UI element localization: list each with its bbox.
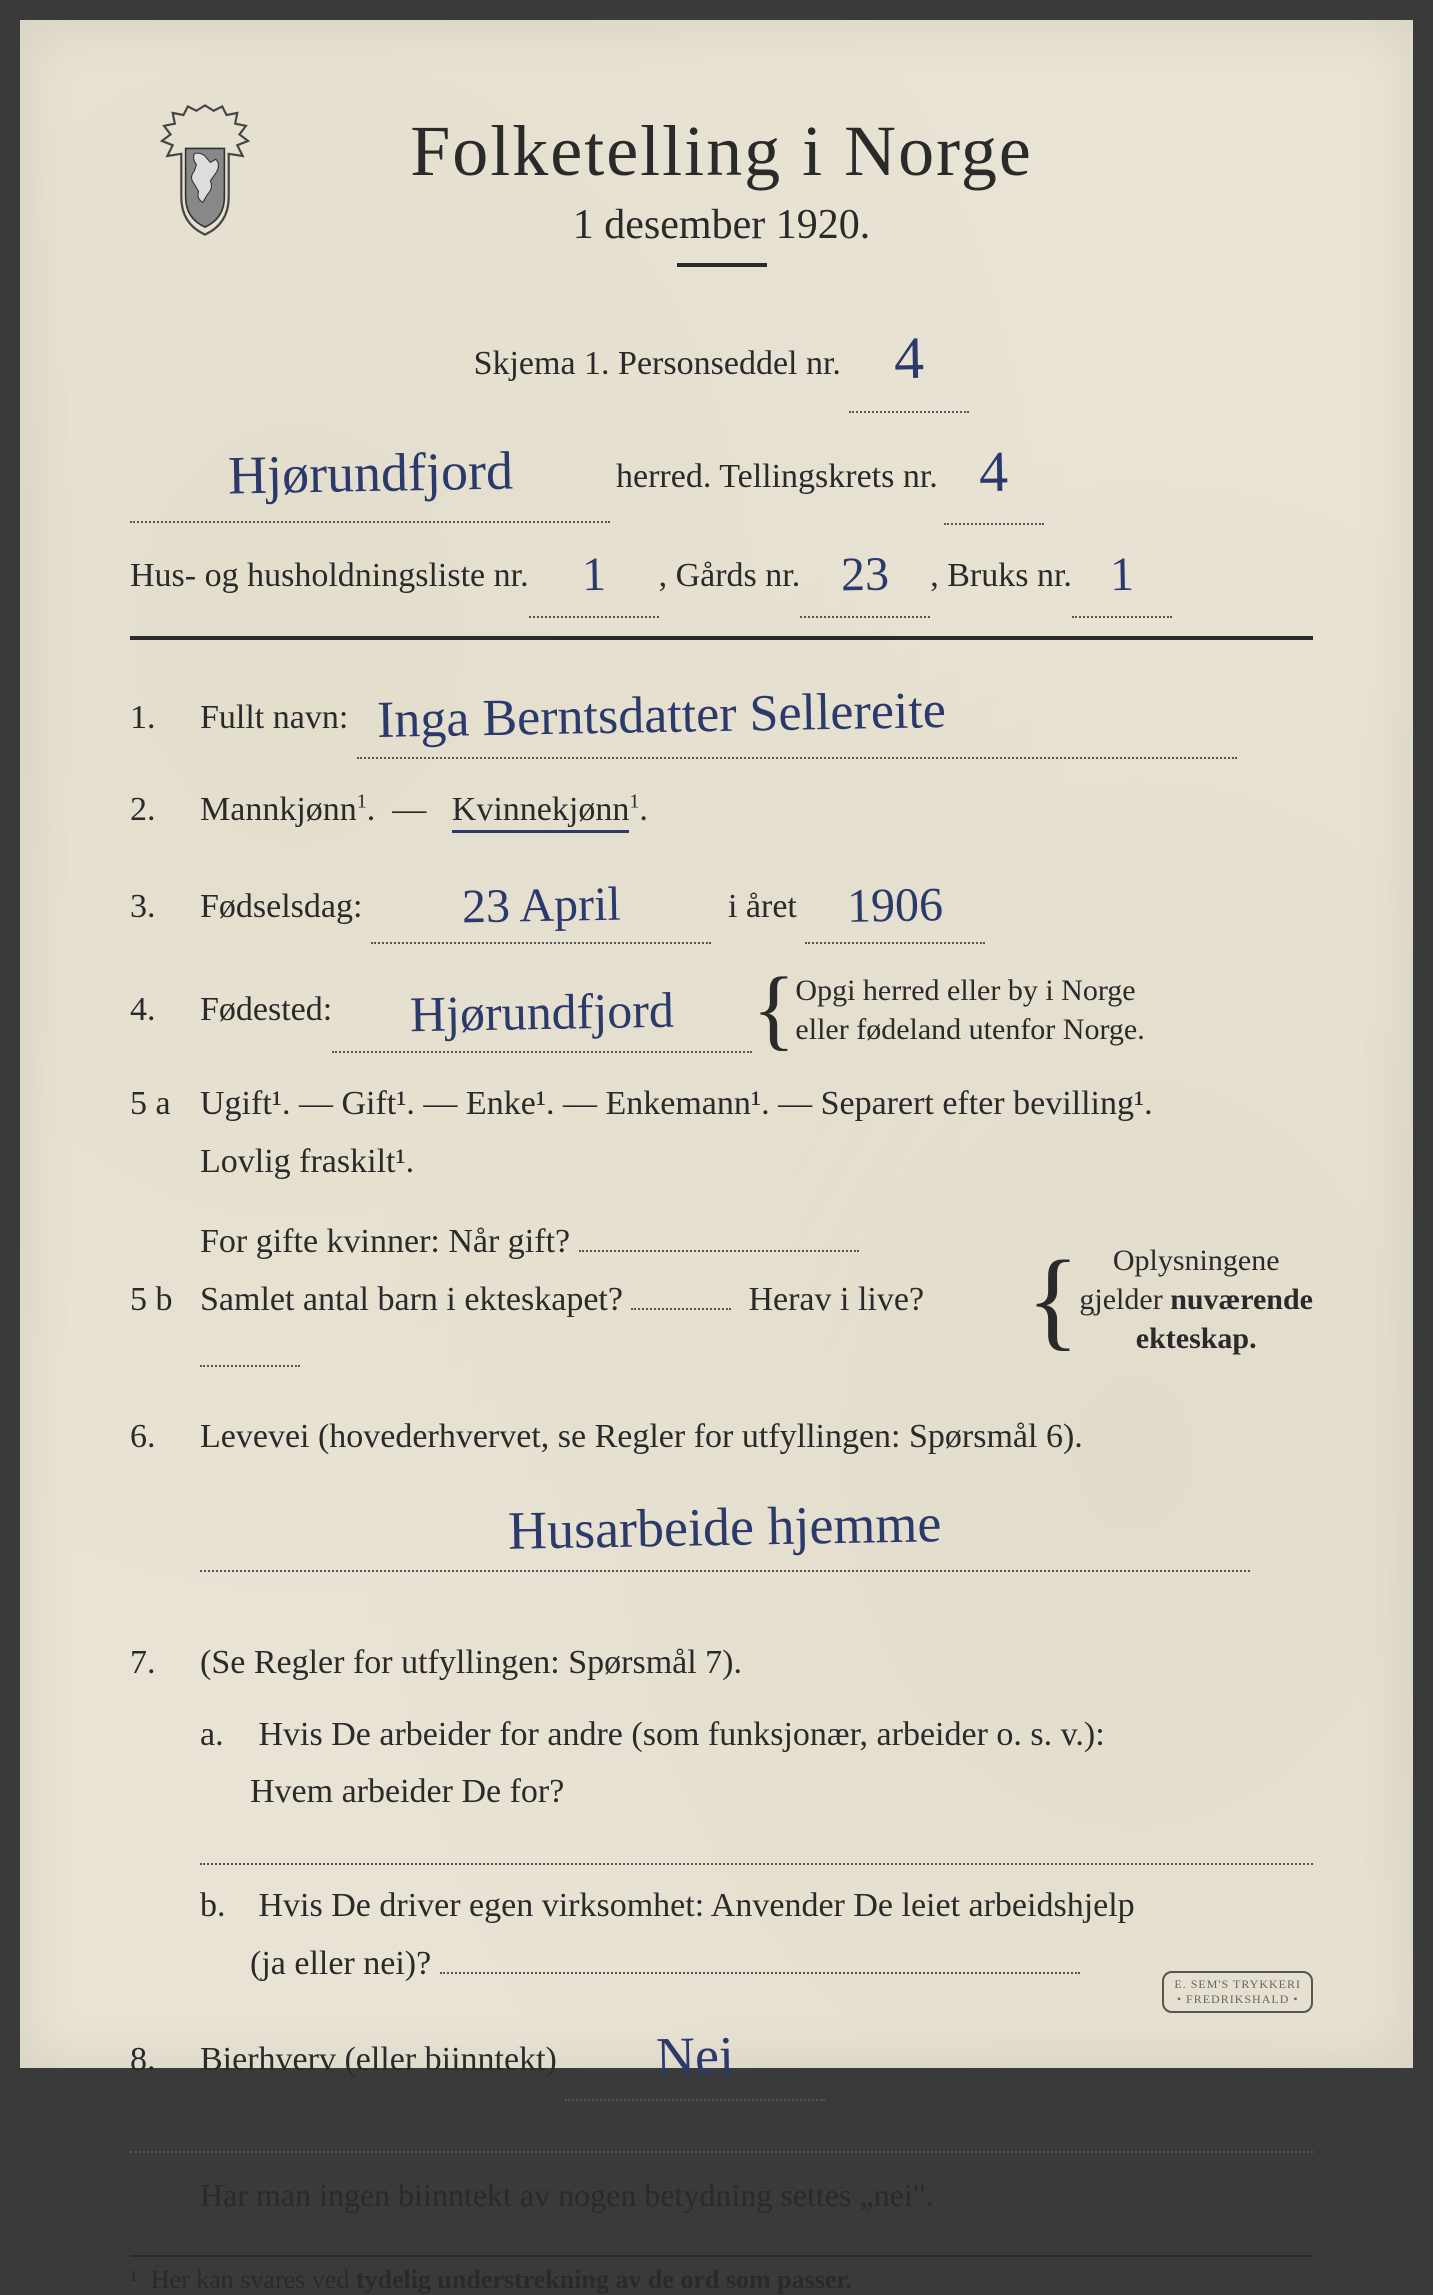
q6-num: 6. [130, 1408, 200, 1466]
q1-num: 1. [130, 689, 200, 747]
q2-opt2-selected: Kvinnekjønn [452, 791, 630, 833]
form-header: Folketelling i Norge 1 desember 1920. [130, 110, 1313, 267]
q8-label: Bierhverv (eller biinntekt) [200, 2041, 557, 2078]
brace-icon: { [752, 983, 795, 1037]
liste-prefix: Hus- og husholdningsliste nr. [130, 544, 529, 609]
liste-nr: 1 [581, 529, 607, 621]
q7-label: (Se Regler for utfyllingen: Spørsmål 7). [200, 1634, 1313, 1692]
q2-opt1: Mannkjønn [200, 791, 357, 828]
page-title: Folketelling i Norge [130, 110, 1313, 193]
q7a-label: Hvis De arbeider for andre (som funksjon… [259, 1716, 1105, 1753]
bruks-label: , Bruks nr. [930, 544, 1072, 609]
liste-line: Hus- og husholdningsliste nr. 1 , Gårds … [130, 525, 1313, 618]
q6-label: Levevei (hovederhvervet, se Regler for u… [200, 1418, 1083, 1455]
q4-num: 4. [130, 981, 200, 1039]
footnote: ¹ Her kan svares ved tydelig understrekn… [130, 2255, 1313, 2295]
gards-label: , Gårds nr. [659, 544, 801, 609]
q5a-opts: Ugift¹. — Gift¹. — Enke¹. — Enkemann¹. —… [200, 1085, 1153, 1122]
herred-line: Hjørundfjord herred. Tellingskrets nr. 4 [130, 413, 1313, 525]
q5b-label3: Herav i live? [748, 1281, 924, 1318]
blank-line [130, 2123, 1313, 2153]
q5b-note: Oplysningene gjelder nuværende ekteskap. [1079, 1241, 1313, 1358]
coat-of-arms-icon [150, 100, 260, 240]
herred-label: herred. Tellingskrets nr. [616, 445, 938, 510]
bruks-nr: 1 [1109, 529, 1135, 621]
q3-year-label: i året [728, 888, 797, 925]
q7-section: 7. (Se Regler for utfyllingen: Spørsmål … [130, 1634, 1313, 1993]
bottom-note: Har man ingen biinntekt av nogen betydni… [200, 2165, 1313, 2226]
skjema-line: Skjema 1. Personseddel nr. 4 [130, 297, 1313, 413]
brace-icon: { [1027, 1266, 1080, 1332]
q6-value: Husarbeide hjemme [508, 1478, 943, 1577]
herred-value: Hjørundfjord [227, 420, 514, 528]
q2-num: 2. [130, 781, 200, 839]
q3-day: 23 April [461, 863, 621, 947]
section-divider [130, 636, 1313, 640]
krets-nr: 4 [978, 417, 1009, 528]
q7a-label2: Hvem arbeider De for? [250, 1773, 564, 1810]
q7b-label2: (ja eller nei)? [250, 1945, 431, 1982]
q3-row: 3. Fødselsdag: 23 April i året 1906 [130, 861, 1313, 945]
q1-row: 1. Fullt navn: Inga Berntsdatter Sellere… [130, 668, 1313, 758]
q2-row: 2. Mannkjønn1. — Kvinnekjønn1. [130, 781, 1313, 839]
q5b-row: 5 b For gifte kvinner: Når gift? Samlet … [130, 1213, 1313, 1386]
q4-value: Hjørundfjord [410, 968, 675, 1058]
q7a-answer-line [200, 1835, 1313, 1865]
q1-value: Inga Berntsdatter Sellereite [376, 667, 946, 765]
q3-num: 3. [130, 878, 200, 936]
q3-label: Fødselsdag: [200, 888, 362, 925]
skjema-label: Skjema 1. Personseddel nr. [474, 345, 841, 382]
q5a-row: 5 a Ugift¹. — Gift¹. — Enke¹. — Enkemann… [130, 1075, 1313, 1191]
q5a-line2: Lovlig fraskilt¹. [200, 1143, 414, 1180]
title-divider [677, 263, 767, 267]
q7-num: 7. [130, 1634, 200, 1692]
q8-num: 8. [130, 2031, 200, 2089]
q5b-label2: Samlet antal barn i ekteskapet? [200, 1281, 623, 1318]
q5b-label1: For gifte kvinner: Når gift? [200, 1223, 570, 1260]
q7b-letter: b. [200, 1877, 250, 1935]
q5a-num: 5 a [130, 1075, 200, 1133]
personseddel-nr: 4 [893, 301, 925, 416]
printer-stamp: E. SEM'S TRYKKERI• FREDRIKSHALD • [1162, 1971, 1313, 2013]
q3-year: 1906 [847, 864, 944, 947]
q8-value: Nei [656, 2010, 736, 2103]
gards-nr: 23 [840, 529, 890, 621]
q7b-label: Hvis De driver egen virksomhet: Anvender… [259, 1887, 1135, 1924]
page-subtitle: 1 desember 1920. [130, 201, 1313, 249]
q6-row: 6. Levevei (hovederhvervet, se Regler fo… [130, 1408, 1313, 1572]
q4-label: Fødested: [200, 981, 332, 1039]
q4-note: Opgi herred eller by i Norge eller fødel… [795, 971, 1144, 1049]
q5b-num: 5 b [130, 1271, 200, 1329]
q7a-letter: a. [200, 1706, 250, 1764]
q8-row: 8. Bierhverv (eller biinntekt) Nei [130, 2007, 1313, 2101]
census-form-page: Folketelling i Norge 1 desember 1920. Sk… [20, 20, 1413, 2068]
q4-row: 4. Fødested: Hjørundfjord { Opgi herred … [130, 966, 1313, 1053]
q1-label: Fullt navn: [200, 699, 348, 736]
